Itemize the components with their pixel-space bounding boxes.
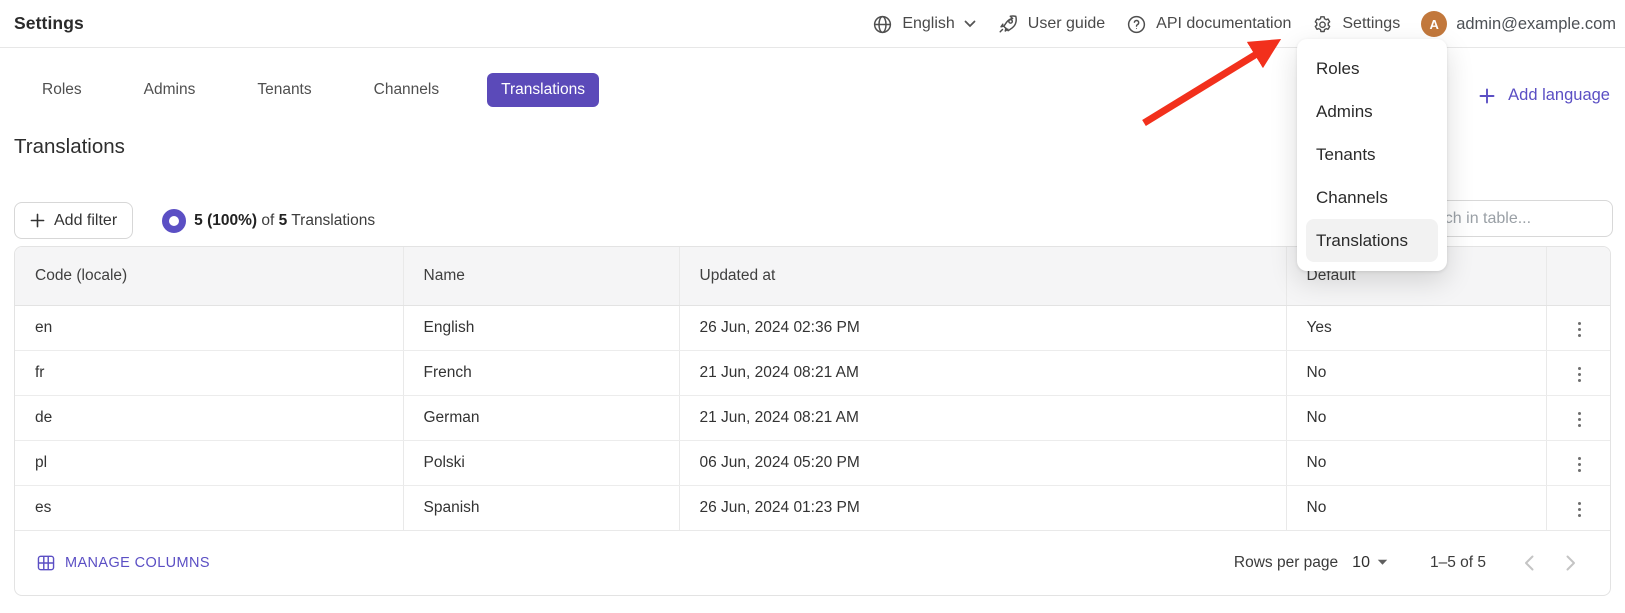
account-email: admin@example.com [1456,14,1616,33]
cell-name: French [403,350,680,396]
cell-updated-at: 26 Jun, 2024 01:23 PM [679,485,1287,531]
tab-admins[interactable]: Admins [143,81,196,98]
table-footer: MANAGE COLUMNS Rows per page 10 1–5 of 5 [15,531,1610,595]
menu-item-channels[interactable]: Channels [1316,187,1388,207]
settings-tabs: Roles Admins Tenants Channels Translatio… [28,73,599,107]
table-row[interactable]: fr French 21 Jun, 2024 08:21 AM No [15,350,1610,396]
donut-icon [162,208,187,233]
cell-name: Spanish [403,485,680,531]
plus-icon [1479,88,1495,104]
add-language-label: Add language [1508,86,1610,104]
tab-tenants[interactable]: Tenants [257,81,312,98]
row-actions-kebab-icon[interactable] [1568,316,1592,344]
table-grid-icon [37,555,55,571]
tab-channels[interactable]: Channels [373,81,440,98]
avatar: A [1421,11,1448,37]
rows-per-page-value: 10 [1352,553,1370,571]
row-actions-kebab-icon[interactable] [1568,406,1592,434]
app-title: Settings [14,13,84,33]
account-menu[interactable]: A admin@example.com [1421,11,1616,37]
table-row[interactable]: en English 26 Jun, 2024 02:36 PM Yes [15,305,1610,351]
settings-label: Settings [1342,15,1401,32]
col-header-code[interactable]: Code (locale) [15,247,404,306]
rocket-icon [997,13,1019,35]
cell-code: en [15,305,404,351]
cell-name: Polski [403,440,680,486]
language-label: English [902,15,955,32]
row-actions-kebab-icon[interactable] [1568,496,1592,524]
row-actions-kebab-icon[interactable] [1568,361,1592,389]
add-filter-label: Add filter [54,211,118,229]
pagination-range: 1–5 of 5 [1429,553,1486,571]
globe-icon [872,14,893,35]
filter-bar: Add filter 5 (100%) of 5 Translations [14,202,375,239]
rows-per-page-label: Rows per page [1233,553,1339,571]
menu-item-translations[interactable]: Translations [1306,219,1438,262]
topbar: Settings English User guide [0,0,1625,48]
result-count-value: 5 (100%) [194,211,258,229]
cell-updated-at: 21 Jun, 2024 08:21 AM [679,395,1287,441]
settings-menu-button[interactable]: Settings [1312,14,1400,35]
rows-per-page-select[interactable]: 10 [1352,554,1388,572]
manage-columns-button[interactable]: MANAGE COLUMNS [37,555,210,571]
cell-name: English [403,305,680,351]
tab-roles[interactable]: Roles [42,81,82,98]
cell-default: No [1286,485,1547,531]
col-header-actions [1546,247,1610,306]
translations-table-card: Code (locale) Name Updated at Default en… [14,246,1611,596]
tab-translations[interactable]: Translations [487,73,599,107]
table-header-row: Code (locale) Name Updated at Default [15,247,1610,306]
row-actions-kebab-icon[interactable] [1568,451,1592,479]
add-filter-button[interactable]: Add filter [14,202,134,239]
menu-item-roles[interactable]: Roles [1316,58,1360,78]
help-circle-icon [1126,14,1147,35]
table-row[interactable]: es Spanish 26 Jun, 2024 01:23 PM No [15,485,1610,531]
menu-item-admins[interactable]: Admins [1316,101,1373,121]
cell-default: No [1286,395,1547,441]
cell-updated-at: 21 Jun, 2024 08:21 AM [679,350,1287,396]
previous-page-button[interactable] [1516,550,1542,576]
cell-code: pl [15,440,404,486]
cell-updated-at: 06 Jun, 2024 05:20 PM [679,440,1287,486]
next-page-button[interactable] [1558,550,1584,576]
add-language-button[interactable]: Add language [1479,79,1610,112]
table-row[interactable]: de German 21 Jun, 2024 08:21 AM No [15,395,1610,441]
language-selector[interactable]: English [872,14,976,35]
col-header-name[interactable]: Name [403,247,680,306]
cell-code: es [15,485,404,531]
gear-icon [1312,14,1333,35]
triangle-down-icon [1377,559,1388,566]
menu-item-tenants[interactable]: Tenants [1316,144,1376,164]
plus-icon [30,213,45,228]
cell-code: de [15,395,404,441]
user-guide-link[interactable]: User guide [997,13,1105,35]
chevron-down-icon [964,20,976,28]
user-guide-label: User guide [1027,15,1106,32]
cell-updated-at: 26 Jun, 2024 02:36 PM [679,305,1287,351]
cell-name: German [403,395,680,441]
col-header-updated-at[interactable]: Updated at [679,247,1287,306]
settings-dropdown-menu: Roles Admins Tenants Channels Translatio… [1297,39,1447,271]
pagination: Rows per page 10 1–5 of 5 [1234,550,1584,576]
api-documentation-link[interactable]: API documentation [1126,14,1291,35]
table-row[interactable]: pl Polski 06 Jun, 2024 05:20 PM No [15,440,1610,486]
translations-table: Code (locale) Name Updated at Default en… [15,247,1610,531]
cell-code: fr [15,350,404,396]
manage-columns-label: MANAGE COLUMNS [65,554,210,571]
cell-default: No [1286,440,1547,486]
topbar-actions: English User guide [872,0,1616,48]
result-count: 5 (100%) of 5 Translations [194,211,376,229]
api-documentation-label: API documentation [1156,15,1292,32]
cell-default: Yes [1286,305,1547,351]
page-title: Translations [14,135,125,158]
cell-default: No [1286,350,1547,396]
